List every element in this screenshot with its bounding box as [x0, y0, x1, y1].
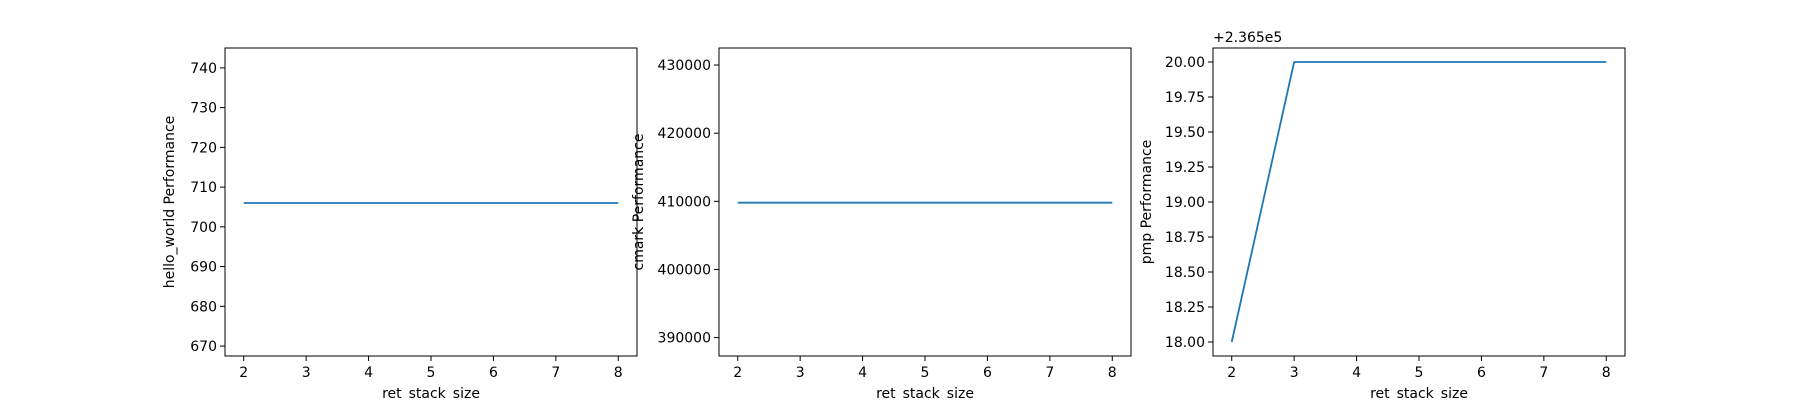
x-tick-label: 8 [614, 365, 623, 381]
y-axis-offset-label: +2.365e5 [1213, 30, 1282, 46]
y-tick-label: 400000 [658, 262, 711, 278]
x-tick-label: 2 [733, 365, 742, 381]
x-tick-label: 5 [921, 365, 930, 381]
y-tick-label: 390000 [658, 331, 711, 347]
x-tick-label: 6 [489, 365, 498, 381]
y-tick-label: 19.25 [1165, 160, 1205, 176]
chart-panel-1: 2 3 4 5 6 7 8 670 680 690 700 710 720 730 740 ret_stack… [162, 47, 638, 400]
y-tick-label: 730 [190, 101, 217, 117]
x-tick-label: 2 [1227, 365, 1236, 381]
x-tick-label: 2 [239, 365, 248, 381]
x-tick-label: 6 [1477, 365, 1486, 381]
x-tick-label: 3 [302, 365, 311, 381]
y-tick-label: 740 [190, 61, 217, 77]
plot-frame [1212, 47, 1626, 357]
y-tick-label: 19.00 [1165, 195, 1205, 211]
x-tick-label: 7 [1045, 365, 1054, 381]
x-tick-label: 7 [1539, 365, 1548, 381]
y-tick-label: 670 [190, 339, 217, 355]
x-axis-label: ret_stack_size [876, 386, 974, 400]
y-tick-label: 18.25 [1165, 300, 1205, 316]
y-tick-label: 20.00 [1165, 55, 1205, 71]
y-tick-label: 19.50 [1165, 125, 1205, 141]
x-tick-label: 4 [1352, 365, 1361, 381]
y-tick-label: 19.75 [1165, 90, 1205, 106]
x-tick-label: 8 [1602, 365, 1611, 381]
x-tick-label: 7 [551, 365, 560, 381]
x-tick-label: 6 [983, 365, 992, 381]
y-axis-label: pmp Performance [1139, 140, 1155, 265]
x-axis-label: ret_stack_size [382, 386, 480, 400]
series-line-1 [1230, 61, 1607, 343]
y-tick-label: 700 [190, 220, 217, 236]
chart-panel-2: 2 3 4 5 6 7 8 390000 400000 410000 420000 430000 ret… [631, 47, 1132, 400]
y-tick-label: 18.50 [1165, 265, 1205, 281]
y-tick-label: 18.75 [1165, 230, 1205, 246]
y-tick-label: 410000 [658, 194, 711, 210]
y-tick-label: 18.00 [1165, 335, 1205, 351]
y-tick-label: 420000 [658, 126, 711, 142]
y-axis-label: cmark Performance [631, 134, 647, 271]
x-axis-label: ret_stack_size [1370, 386, 1468, 400]
x-tick-label: 3 [796, 365, 805, 381]
y-tick-label: 680 [190, 299, 217, 315]
x-tick-label: 5 [1415, 365, 1424, 381]
plot-frame [224, 47, 638, 357]
x-tick-label: 4 [364, 365, 373, 381]
y-tick-label: 430000 [658, 58, 711, 74]
y-tick-label: 710 [190, 180, 217, 196]
x-tick-label: 5 [427, 365, 436, 381]
chart-panel-3: 2 3 4 5 6 7 8 18.00 18.25 18.50 18.75 19.00 19.25 19.… [1139, 30, 1626, 400]
x-tick-label: 4 [858, 365, 867, 381]
y-axis-label: hello_world Performance [162, 116, 178, 289]
x-tick-label: 3 [1290, 365, 1299, 381]
y-tick-label: 720 [190, 140, 217, 156]
y-tick-label: 690 [190, 260, 217, 276]
x-tick-label: 8 [1108, 365, 1117, 381]
